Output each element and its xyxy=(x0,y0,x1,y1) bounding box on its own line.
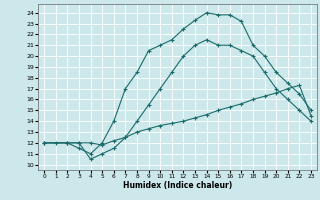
X-axis label: Humidex (Indice chaleur): Humidex (Indice chaleur) xyxy=(123,181,232,190)
